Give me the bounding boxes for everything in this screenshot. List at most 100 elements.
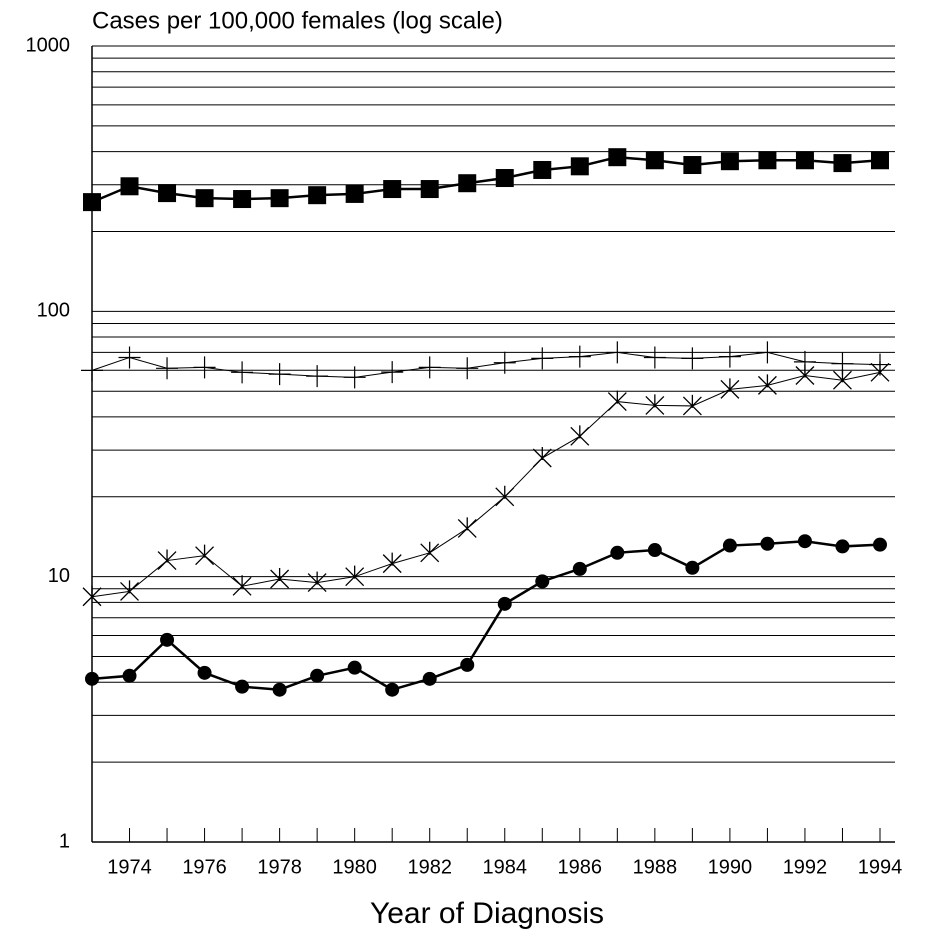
square-marker	[795, 151, 814, 170]
x-axis-title: Year of Diagnosis	[370, 897, 604, 930]
x-tick-label: 1974	[107, 856, 152, 878]
series-line	[91, 371, 881, 598]
asterisk-marker	[757, 374, 777, 395]
circle-marker	[722, 538, 737, 553]
asterisk-marker	[120, 580, 139, 601]
circle-marker	[685, 560, 700, 575]
circle-marker	[610, 545, 625, 560]
plus-marker	[718, 345, 741, 368]
asterisk-marker	[345, 565, 365, 587]
asterisk-marker	[157, 549, 177, 571]
square-marker	[720, 152, 739, 171]
square-marker	[120, 177, 139, 196]
plus-marker	[193, 356, 216, 379]
plus-marker	[343, 366, 366, 389]
asterisk-marker	[195, 544, 215, 566]
circle-marker	[310, 668, 325, 683]
circle-marker	[347, 660, 362, 675]
square-marker	[608, 148, 627, 167]
plus-marker	[606, 341, 629, 364]
square-marker	[83, 193, 101, 212]
asterisk-marker	[270, 567, 290, 589]
square-marker	[158, 184, 177, 203]
square-marker	[833, 154, 852, 173]
square-marker	[870, 151, 889, 170]
plus-marker	[493, 351, 516, 374]
circle-marker	[460, 657, 475, 672]
circle-marker	[760, 536, 775, 551]
asterisk-marker	[682, 394, 702, 416]
x-tick-label: 1976	[182, 856, 227, 878]
circle-marker	[872, 537, 887, 552]
asterisk-marker	[870, 361, 890, 382]
plus-marker	[531, 347, 554, 370]
plus-marker	[418, 356, 441, 379]
square-marker	[308, 186, 327, 205]
circle-marker	[572, 561, 587, 576]
plus-marker	[231, 361, 254, 384]
square-marker	[758, 151, 777, 170]
circle-marker	[535, 574, 550, 589]
square-marker	[645, 151, 664, 170]
x-tick-label: 1984	[483, 856, 528, 878]
asterisk-marker	[570, 425, 590, 446]
x-tick-label: 1988	[633, 856, 678, 878]
asterisk-marker	[795, 364, 815, 385]
plus-marker	[456, 357, 479, 380]
asterisk-marker	[532, 447, 552, 468]
asterisk-marker	[833, 369, 852, 390]
x-tick-label: 1986	[558, 856, 603, 878]
chart-title: Cases per 100,000 females (log scale)	[92, 7, 503, 34]
circle-marker	[835, 539, 850, 554]
asterisk-marker	[382, 552, 402, 574]
square-marker	[458, 174, 477, 193]
y-tick-label: 100	[37, 300, 70, 322]
asterisk-marker	[420, 541, 440, 563]
x-tick-label: 1980	[332, 856, 377, 878]
square-marker	[195, 189, 214, 208]
y-tick-label: 1	[59, 830, 70, 852]
series-line	[91, 351, 881, 378]
square-marker	[233, 190, 252, 209]
square-marker	[383, 180, 402, 199]
y-tick-label: 1000	[26, 34, 71, 56]
circle-marker	[235, 679, 250, 694]
square-marker	[533, 160, 552, 179]
plus-marker	[643, 346, 666, 369]
asterisk-marker	[307, 571, 327, 593]
plus-marker	[81, 359, 103, 382]
plus-marker	[681, 347, 704, 370]
circle-marker	[422, 671, 437, 686]
square-marker	[495, 169, 514, 188]
square-marker	[270, 189, 289, 208]
asterisk-marker	[645, 394, 665, 415]
circle-marker	[797, 534, 812, 549]
plus-marker	[381, 361, 404, 384]
plus-marker	[118, 346, 141, 369]
x-tick-label: 1990	[708, 856, 753, 878]
series	[83, 148, 889, 212]
circle-marker	[122, 668, 137, 683]
asterisk-marker	[720, 378, 740, 399]
square-marker	[683, 156, 702, 175]
circle-marker	[497, 596, 512, 611]
x-tick-label: 1992	[783, 856, 828, 878]
x-tick-label: 1978	[257, 856, 302, 878]
circle-marker	[272, 682, 287, 697]
series-line	[91, 539, 881, 692]
square-marker	[420, 180, 439, 199]
plus-marker	[306, 365, 329, 388]
x-tick-label: 1994	[858, 856, 903, 878]
asterisk-marker	[495, 485, 515, 507]
circle-marker	[197, 665, 212, 680]
circle-marker	[160, 632, 175, 647]
series-line	[91, 155, 881, 204]
plus-marker	[568, 345, 591, 368]
y-tick-label: 10	[48, 565, 70, 587]
plus-marker	[156, 357, 179, 380]
asterisk-marker	[232, 575, 252, 596]
square-marker	[345, 184, 364, 203]
plus-marker	[756, 341, 779, 364]
x-tick-label: 1982	[407, 856, 452, 878]
